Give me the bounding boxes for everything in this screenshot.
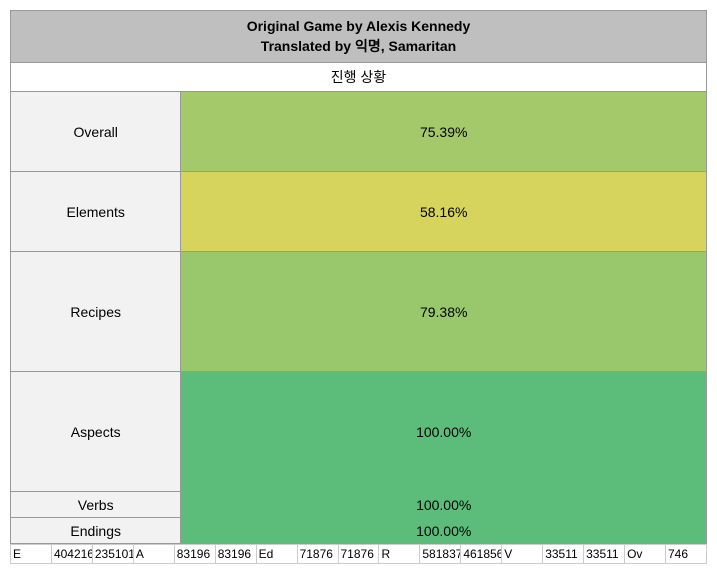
header-row: Original Game by Alexis Kennedy Translat… xyxy=(11,11,707,63)
row-value: 58.16% xyxy=(181,172,707,252)
summary-cell: V xyxy=(502,545,543,564)
summary-cell: Ed xyxy=(256,545,297,564)
row-value: 100.00% xyxy=(181,372,707,492)
summary-cell: R xyxy=(379,545,420,564)
row-label: Endings xyxy=(11,518,181,544)
table-row: Recipes 79.38% xyxy=(11,252,707,372)
summary-cell: A xyxy=(133,545,174,564)
summary-cell: E xyxy=(11,545,52,564)
summary-table: E 404216 235101 A 83196 83196 Ed 71876 7… xyxy=(10,544,707,564)
summary-cell: 71876 xyxy=(297,545,338,564)
subheader-row: 진행 상황 xyxy=(11,63,707,92)
table-row: Overall 75.39% xyxy=(11,92,707,172)
row-label: Overall xyxy=(11,92,181,172)
row-value: 100.00% xyxy=(181,518,707,544)
subheader-cell: 진행 상황 xyxy=(11,63,707,92)
summary-cell: 33511 xyxy=(584,545,625,564)
row-label: Recipes xyxy=(11,252,181,372)
row-label: Aspects xyxy=(11,372,181,492)
header-line2: Translated by 익명, Samaritan xyxy=(11,37,706,57)
summary-cell: Ov xyxy=(625,545,666,564)
summary-cell: 404216 xyxy=(51,545,92,564)
summary-cell: 235101 xyxy=(92,545,133,564)
progress-table: Original Game by Alexis Kennedy Translat… xyxy=(10,10,707,544)
header-line1: Original Game by Alexis Kennedy xyxy=(11,17,706,37)
row-label: Elements xyxy=(11,172,181,252)
summary-cell: 33511 xyxy=(543,545,584,564)
row-label: Verbs xyxy=(11,492,181,518)
summary-cell: 581837 xyxy=(420,545,461,564)
row-value: 100.00% xyxy=(181,492,707,518)
summary-cell: 461856 xyxy=(461,545,502,564)
table-row: Elements 58.16% xyxy=(11,172,707,252)
summary-cell: 83196 xyxy=(174,545,215,564)
table-row: Aspects 100.00% xyxy=(11,372,707,492)
summary-cell: 83196 xyxy=(215,545,256,564)
row-value: 75.39% xyxy=(181,92,707,172)
header-cell: Original Game by Alexis Kennedy Translat… xyxy=(11,11,707,63)
table-row: Verbs 100.00% xyxy=(11,492,707,518)
summary-cell: 71876 xyxy=(338,545,379,564)
table-row: Endings 100.00% xyxy=(11,518,707,544)
row-value: 79.38% xyxy=(181,252,707,372)
summary-row: E 404216 235101 A 83196 83196 Ed 71876 7… xyxy=(11,545,707,564)
summary-cell: 746 xyxy=(666,545,707,564)
